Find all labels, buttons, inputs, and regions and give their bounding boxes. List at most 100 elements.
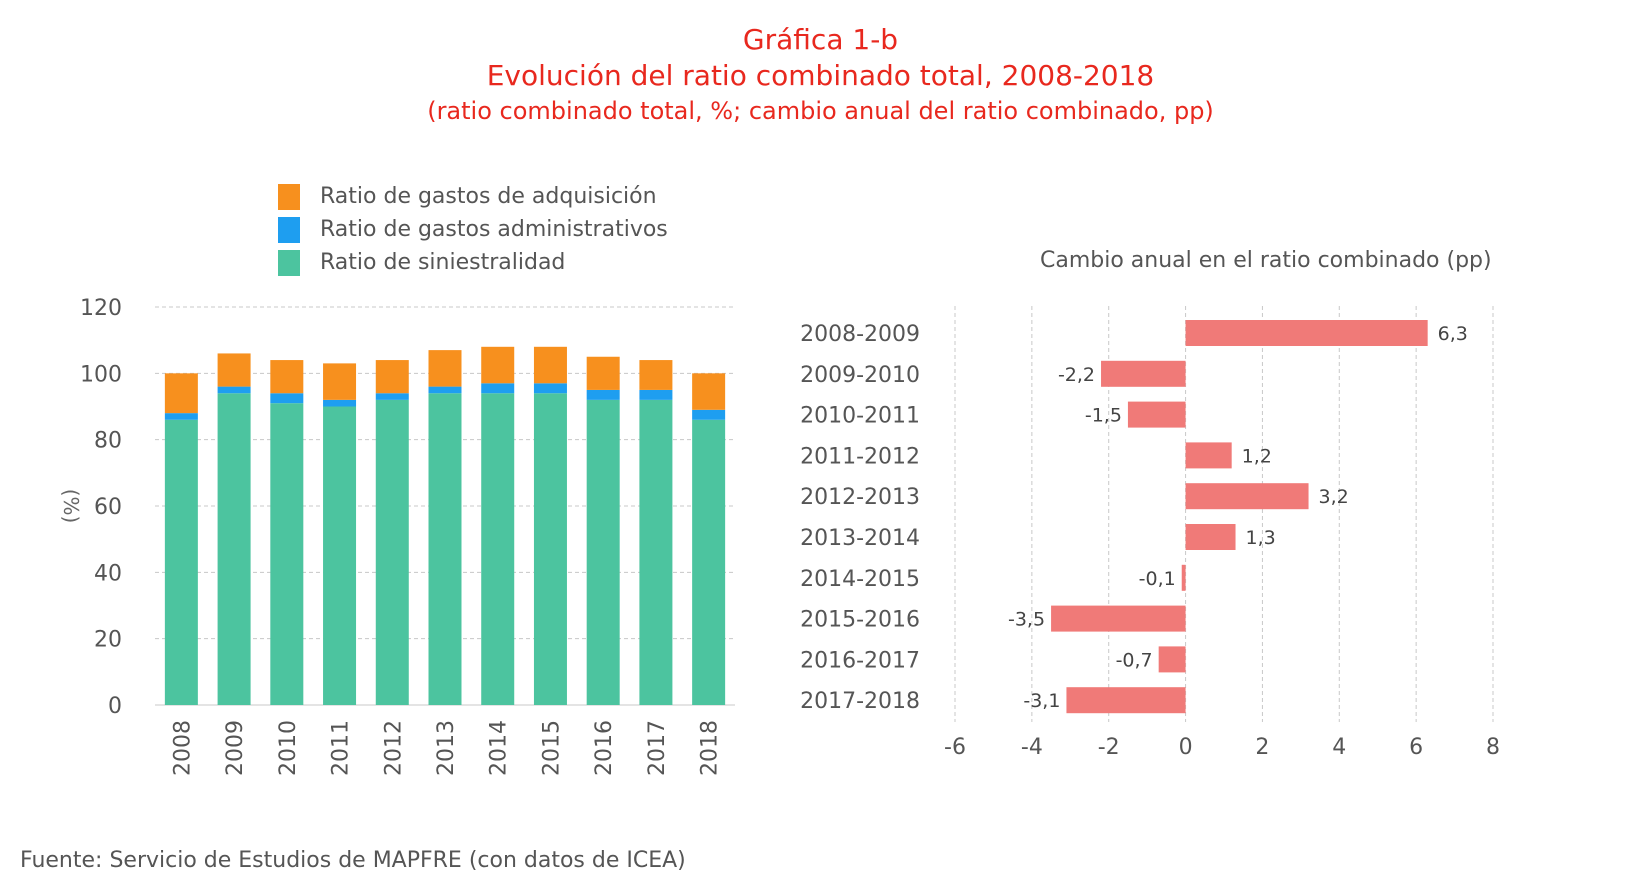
source-note: Fuente: Servicio de Estudios de MAPFRE (… — [20, 848, 686, 873]
data-label: -2,2 — [1058, 364, 1095, 386]
chart-title-block: Gráfica 1-b Evolución del ratio combinad… — [0, 22, 1641, 128]
y-category-label: 2017-2018 — [800, 689, 920, 714]
data-label: -0,7 — [1116, 649, 1153, 671]
bar-segment-administrativos — [323, 399, 357, 407]
bar-segment-administrativos — [428, 386, 462, 394]
legend-swatch-adquisicion — [278, 183, 300, 210]
data-label: -3,1 — [1023, 690, 1060, 712]
x-tick-label: 2014 — [487, 720, 512, 776]
chart-subtitle: Evolución del ratio combinado total, 200… — [486, 59, 1155, 92]
bar-segment-administrativos — [164, 413, 198, 420]
data-label: 6,3 — [1438, 323, 1468, 345]
chart-title: Gráfica 1-b — [742, 23, 899, 56]
bar-segment-siniestralidad — [533, 393, 567, 705]
bar-segment-adquisicion — [217, 353, 251, 387]
x-tick-label: 2016 — [592, 720, 617, 776]
y-tick-label: 40 — [94, 561, 122, 586]
x-tick-label: 8 — [1486, 735, 1500, 760]
bar-segment-administrativos — [270, 393, 304, 404]
right-chart-title: Cambio anual en el ratio combinado (pp) — [1040, 248, 1492, 273]
legend-item-siniestralidad: Ratio de siniestralidad — [278, 246, 668, 279]
y-tick-label: 120 — [80, 296, 122, 321]
hbar — [1051, 605, 1186, 632]
bar-segment-siniestralidad — [639, 399, 673, 705]
x-tick-label: -2 — [1098, 735, 1120, 760]
hbar — [1066, 687, 1186, 714]
x-tick-label: 4 — [1332, 735, 1346, 760]
legend-label-administrativos: Ratio de gastos administrativos — [320, 217, 668, 242]
y-tick-label: 60 — [94, 495, 122, 520]
bar-segment-administrativos — [586, 389, 620, 400]
hbar — [1158, 646, 1186, 673]
y-category-label: 2013-2014 — [800, 526, 920, 551]
bar-segment-adquisicion — [639, 360, 673, 390]
data-label: -0,1 — [1139, 568, 1176, 590]
y-tick-label: 100 — [80, 362, 122, 387]
y-category-label: 2010-2011 — [800, 404, 920, 429]
x-tick-label: 2008 — [170, 720, 195, 776]
x-tick-label: 6 — [1409, 735, 1423, 760]
y-category-label: 2015-2016 — [800, 608, 920, 633]
bar-segment-adquisicion — [533, 346, 567, 384]
bar-segment-adquisicion — [270, 360, 304, 394]
hbar — [1101, 360, 1186, 387]
y-tick-label: 0 — [108, 694, 122, 719]
bar-segment-siniestralidad — [586, 399, 620, 705]
x-tick-label: 2011 — [329, 720, 354, 776]
bar-segment-adquisicion — [428, 350, 462, 387]
bar-segment-adquisicion — [481, 346, 515, 384]
bar-segment-siniestralidad — [428, 393, 462, 705]
y-category-label: 2009-2010 — [800, 363, 920, 388]
y-category-label: 2014-2015 — [800, 567, 920, 592]
x-tick-label: 2015 — [539, 720, 564, 776]
y-category-label: 2016-2017 — [800, 648, 920, 673]
x-tick-label: 2010 — [276, 720, 301, 776]
bar-segment-adquisicion — [323, 363, 357, 400]
x-tick-label: 2018 — [698, 720, 723, 776]
bar-segment-siniestralidad — [375, 399, 409, 705]
bar-segment-siniestralidad — [692, 419, 726, 705]
x-tick-label: 2009 — [223, 720, 248, 776]
x-tick-label: 2017 — [645, 720, 670, 776]
bar-segment-administrativos — [481, 383, 515, 394]
bar-segment-adquisicion — [586, 356, 620, 390]
hbar — [1127, 401, 1186, 428]
x-tick-label: 2 — [1255, 735, 1269, 760]
hbar — [1185, 483, 1309, 510]
bar-segment-siniestralidad — [217, 393, 251, 705]
bar-segment-administrativos — [217, 386, 251, 394]
x-tick-label: -6 — [944, 735, 966, 760]
bar-segment-siniestralidad — [481, 393, 515, 705]
bar-segment-siniestralidad — [164, 419, 198, 705]
chart-units: (ratio combinado total, %; cambio anual … — [427, 97, 1214, 125]
y-category-label: 2012-2013 — [800, 485, 920, 510]
horizontal-bar-chart: -6 -4 -2 0 2 4 6 8 2008-2009 6,3 2009-2010 -2,2 2010… — [800, 306, 1500, 760]
bar-segment-adquisicion — [375, 360, 409, 394]
bar-segment-administrativos — [639, 389, 673, 400]
x-tick-label: 2013 — [434, 720, 459, 776]
bar-segment-administrativos — [533, 383, 567, 394]
legend-item-administrativos: Ratio de gastos administrativos — [278, 213, 668, 246]
bar-segment-siniestralidad — [270, 403, 304, 705]
data-label: 1,2 — [1242, 445, 1272, 467]
x-tick-label: 0 — [1179, 735, 1193, 760]
y-category-label: 2008-2009 — [800, 322, 920, 347]
y-tick-label: 80 — [94, 429, 122, 454]
hbar — [1181, 564, 1186, 591]
x-tick-label: -4 — [1021, 735, 1043, 760]
legend: Ratio de gastos de adquisición Ratio de … — [278, 180, 668, 279]
y-tick-label: 20 — [94, 628, 122, 653]
y-axis-label: (%) — [59, 489, 83, 524]
data-label: -3,5 — [1008, 609, 1045, 631]
x-tick-label: 2012 — [381, 720, 406, 776]
y-category-label: 2011-2012 — [800, 444, 920, 469]
bar-segment-administrativos — [692, 409, 726, 420]
hbar — [1185, 442, 1232, 469]
data-label: -1,5 — [1085, 405, 1122, 427]
bar-segment-adquisicion — [164, 373, 198, 414]
legend-label-adquisicion: Ratio de gastos de adquisición — [320, 184, 657, 209]
hbar — [1185, 320, 1428, 346]
legend-swatch-administrativos — [278, 216, 300, 243]
hbar — [1185, 524, 1236, 550]
bar-segment-adquisicion — [692, 373, 726, 410]
